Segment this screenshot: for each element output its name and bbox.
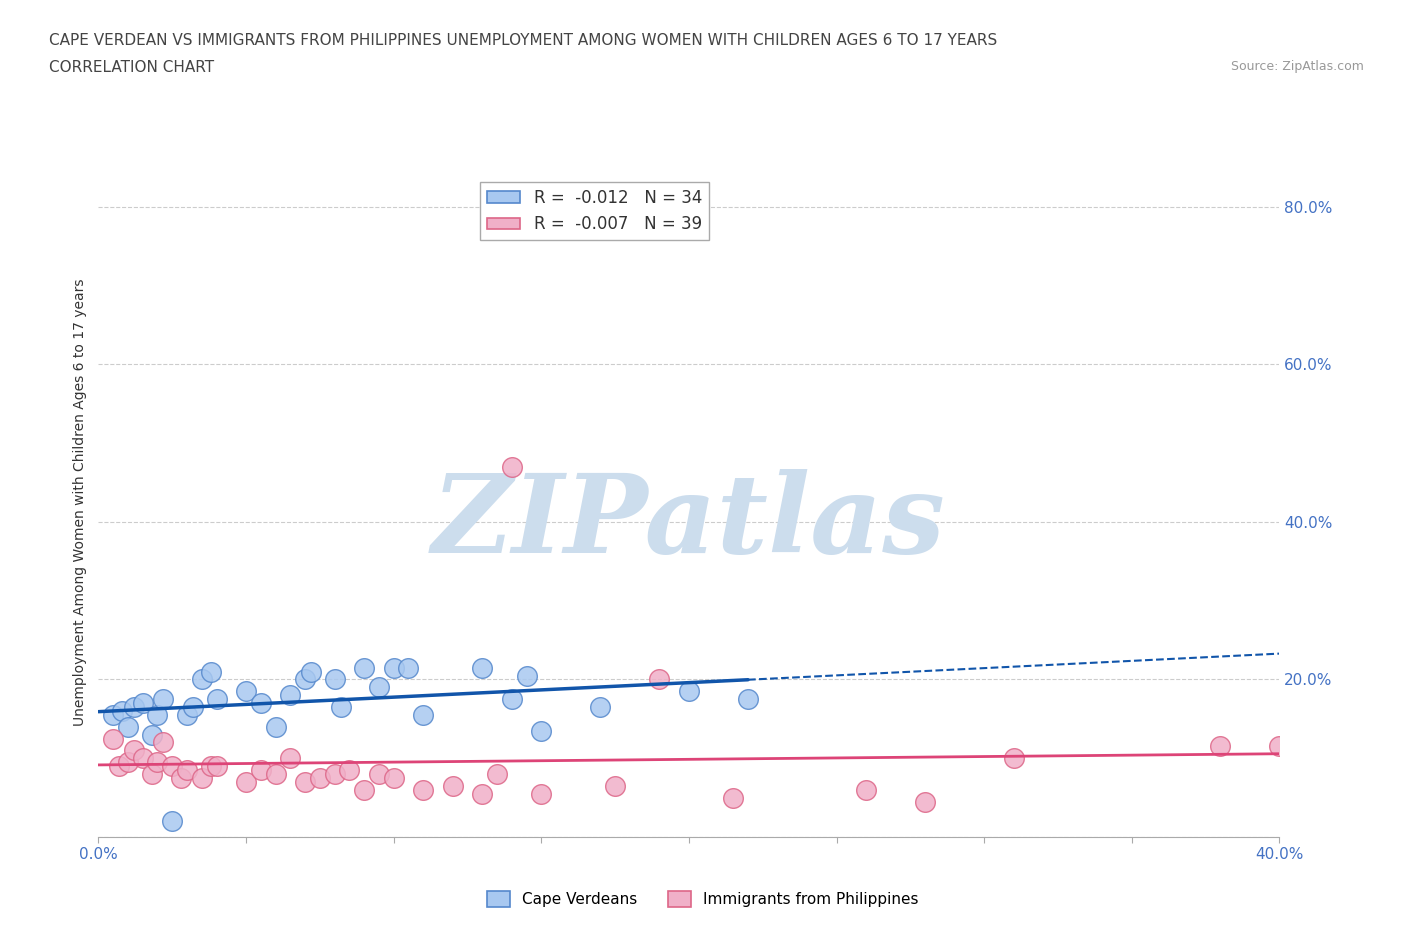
Point <box>235 775 257 790</box>
Point <box>205 692 228 707</box>
Point <box>117 719 139 734</box>
Point <box>1268 739 1291 754</box>
Point <box>278 688 302 703</box>
Point <box>471 660 494 675</box>
Point <box>146 755 169 770</box>
Point <box>396 660 419 675</box>
Point <box>914 794 936 809</box>
Point <box>170 770 193 785</box>
Point <box>309 770 332 785</box>
Point <box>122 699 145 714</box>
Y-axis label: Unemployment Among Women with Children Ages 6 to 17 years: Unemployment Among Women with Children A… <box>73 278 87 726</box>
Point <box>200 759 222 774</box>
Point <box>412 708 434 723</box>
Point <box>501 692 523 707</box>
Point <box>486 766 509 781</box>
Point <box>162 759 183 774</box>
Point <box>103 708 125 723</box>
Point <box>132 696 155 711</box>
Point <box>323 766 346 781</box>
Point <box>382 660 405 675</box>
Point <box>368 766 391 781</box>
Point <box>278 751 302 765</box>
Point <box>441 778 464 793</box>
Point <box>353 660 375 675</box>
Point <box>132 751 155 765</box>
Point <box>1209 739 1232 754</box>
Point <box>111 703 134 718</box>
Point <box>176 708 198 723</box>
Point <box>250 763 273 777</box>
Point <box>152 735 174 750</box>
Point <box>530 786 553 801</box>
Point <box>141 727 163 742</box>
Point <box>200 664 222 679</box>
Point <box>353 782 375 797</box>
Legend: R =  -0.012   N = 34, R =  -0.007   N = 39: R = -0.012 N = 34, R = -0.007 N = 39 <box>481 182 709 240</box>
Point <box>337 763 360 777</box>
Point <box>103 731 125 746</box>
Point <box>146 708 169 723</box>
Point <box>294 672 316 687</box>
Point <box>141 766 163 781</box>
Point <box>181 699 204 714</box>
Point <box>264 766 287 781</box>
Point <box>721 790 744 805</box>
Point <box>122 743 145 758</box>
Point <box>264 719 287 734</box>
Point <box>294 775 316 790</box>
Point <box>108 759 131 774</box>
Point <box>589 699 612 714</box>
Point <box>501 459 523 474</box>
Point <box>299 664 322 679</box>
Point <box>678 684 700 698</box>
Point <box>162 814 183 829</box>
Point <box>250 696 273 711</box>
Legend: Cape Verdeans, Immigrants from Philippines: Cape Verdeans, Immigrants from Philippin… <box>481 884 925 913</box>
Point <box>605 778 627 793</box>
Point <box>515 668 537 683</box>
Point <box>152 692 174 707</box>
Point <box>737 692 759 707</box>
Point <box>205 759 228 774</box>
Point <box>412 782 434 797</box>
Text: ZIPatlas: ZIPatlas <box>432 469 946 576</box>
Point <box>329 699 352 714</box>
Point <box>235 684 257 698</box>
Point <box>648 672 671 687</box>
Point <box>323 672 346 687</box>
Text: CAPE VERDEAN VS IMMIGRANTS FROM PHILIPPINES UNEMPLOYMENT AMONG WOMEN WITH CHILDR: CAPE VERDEAN VS IMMIGRANTS FROM PHILIPPI… <box>49 33 997 47</box>
Point <box>176 763 198 777</box>
Point <box>368 680 391 695</box>
Point <box>1002 751 1025 765</box>
Point <box>117 755 139 770</box>
Point <box>191 770 214 785</box>
Text: Source: ZipAtlas.com: Source: ZipAtlas.com <box>1230 60 1364 73</box>
Point <box>191 672 214 687</box>
Text: CORRELATION CHART: CORRELATION CHART <box>49 60 214 75</box>
Point <box>471 786 494 801</box>
Point <box>530 724 553 738</box>
Point <box>382 770 405 785</box>
Point <box>855 782 877 797</box>
